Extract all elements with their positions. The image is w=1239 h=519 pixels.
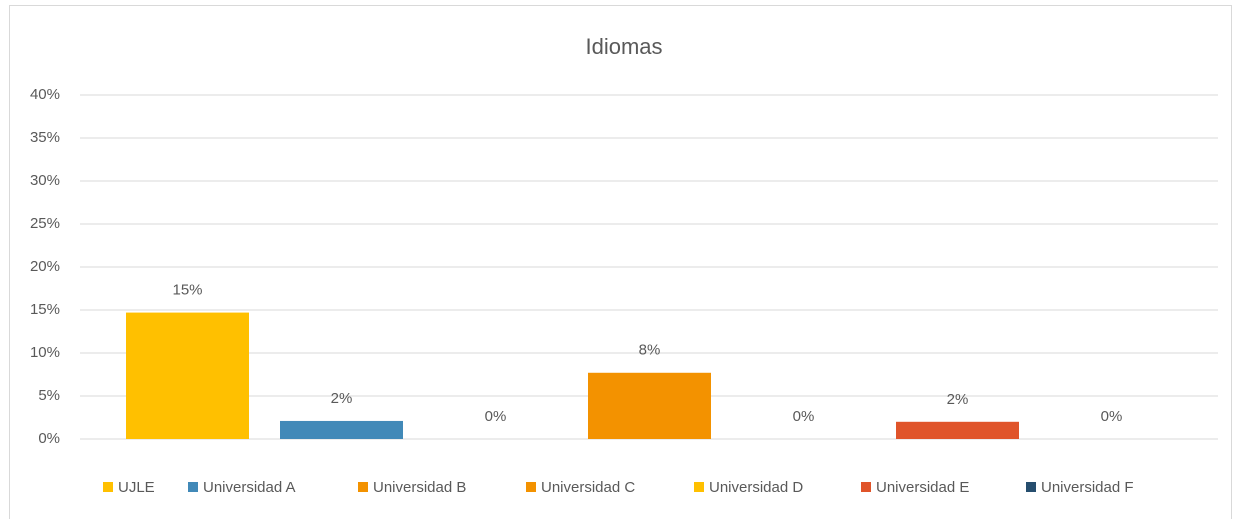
bar xyxy=(126,312,249,439)
y-tick-label: 15% xyxy=(30,301,60,318)
legend-label: Universidad E xyxy=(876,479,969,496)
bar xyxy=(588,372,711,439)
y-tick-label: 30% xyxy=(30,172,60,189)
legend-label: Universidad A xyxy=(203,479,296,496)
data-label: 0% xyxy=(485,408,507,425)
legend-swatch xyxy=(188,482,198,492)
data-label: 15% xyxy=(172,282,202,299)
data-label: 0% xyxy=(793,408,815,425)
legend-label: Universidad D xyxy=(709,479,803,496)
legend-label: Universidad C xyxy=(541,479,635,496)
legend-swatch xyxy=(694,482,704,492)
legend-swatch xyxy=(526,482,536,492)
legend-swatch xyxy=(103,482,113,492)
y-tick-label: 0% xyxy=(38,430,60,447)
y-tick-label: 40% xyxy=(30,86,60,103)
bar xyxy=(280,420,403,439)
legend-label: UJLE xyxy=(118,479,155,496)
legend-label: Universidad F xyxy=(1041,479,1134,496)
legend-swatch xyxy=(861,482,871,492)
data-label: 0% xyxy=(1101,408,1123,425)
data-label: 2% xyxy=(947,391,969,408)
y-tick-label: 25% xyxy=(30,215,60,232)
y-tick-label: 20% xyxy=(30,258,60,275)
chart-title: Idiomas xyxy=(585,34,662,59)
data-label: 8% xyxy=(639,342,661,359)
y-tick-label: 5% xyxy=(38,387,60,404)
y-tick-label: 10% xyxy=(30,344,60,361)
chart-border xyxy=(9,5,1232,519)
y-tick-label: 35% xyxy=(30,129,60,146)
legend-swatch xyxy=(1026,482,1036,492)
bar xyxy=(896,421,1019,439)
legend-swatch xyxy=(358,482,368,492)
data-label: 2% xyxy=(331,390,353,407)
legend-label: Universidad B xyxy=(373,479,466,496)
